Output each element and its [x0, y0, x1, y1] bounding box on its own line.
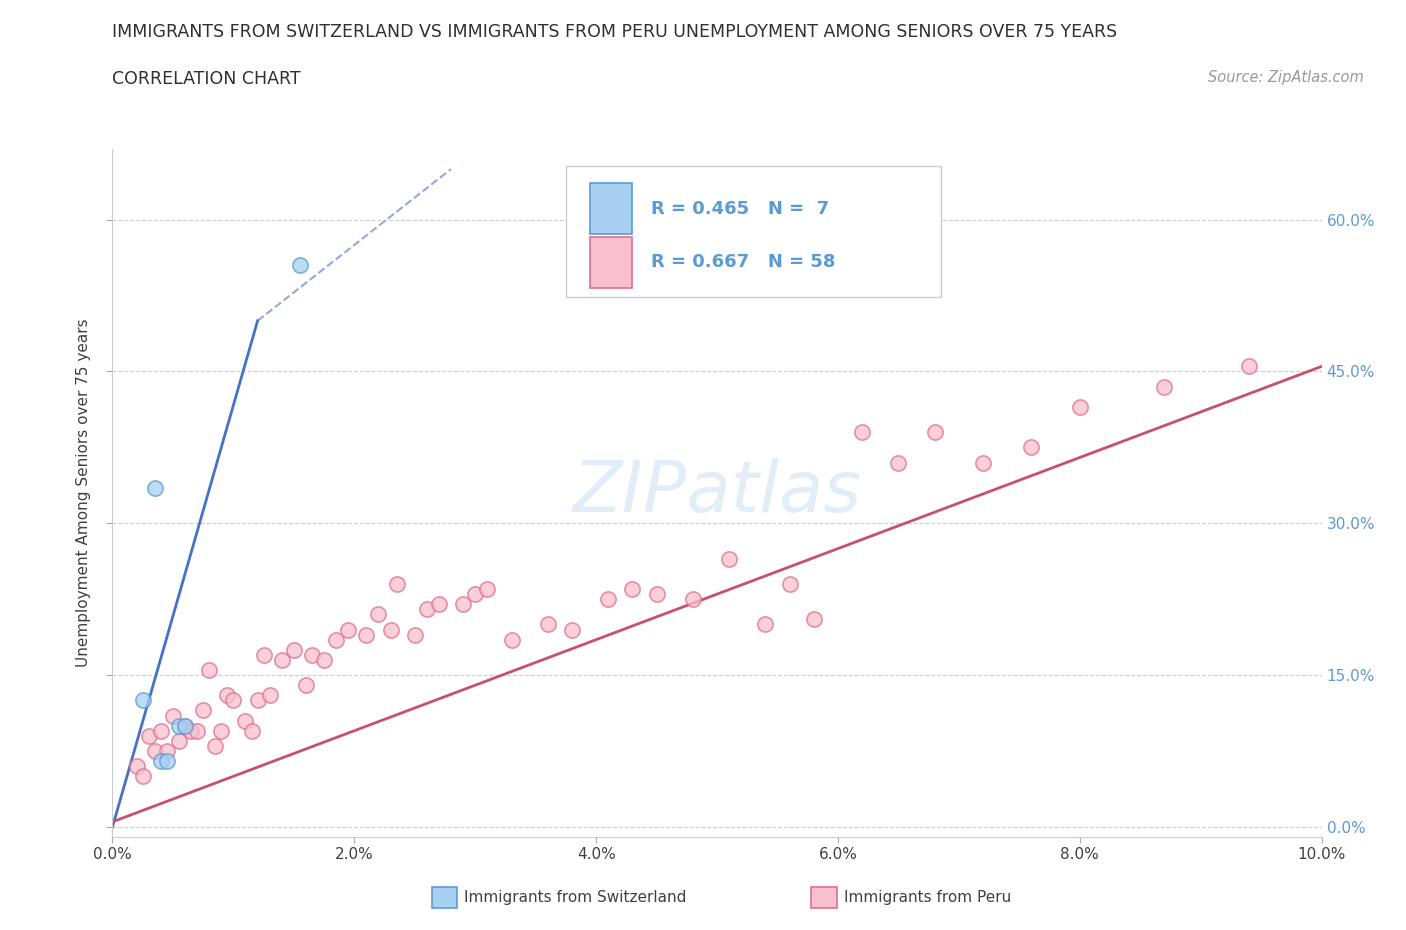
Point	[132, 769, 155, 784]
Point	[367, 607, 389, 622]
Point	[803, 612, 825, 627]
Point	[191, 703, 214, 718]
Point	[240, 724, 263, 738]
Point	[167, 734, 190, 749]
FancyBboxPatch shape	[565, 166, 941, 297]
Point	[385, 577, 408, 591]
Point	[198, 662, 221, 677]
Point	[1021, 440, 1043, 455]
Point	[325, 632, 347, 647]
Point	[174, 718, 197, 733]
Point	[621, 581, 644, 596]
Text: ZIPatlas: ZIPatlas	[572, 458, 862, 527]
Point	[270, 653, 292, 668]
Text: Source: ZipAtlas.com: Source: ZipAtlas.com	[1208, 70, 1364, 85]
Point	[779, 577, 801, 591]
Point	[186, 724, 208, 738]
Point	[645, 587, 668, 602]
Point	[253, 647, 276, 662]
Point	[167, 718, 190, 733]
Point	[1153, 379, 1175, 394]
FancyBboxPatch shape	[591, 183, 633, 234]
Point	[174, 718, 197, 733]
Point	[288, 258, 311, 272]
Point	[851, 425, 873, 440]
Point	[477, 581, 499, 596]
Point	[143, 744, 166, 759]
Point	[156, 753, 179, 768]
Point	[464, 587, 486, 602]
Point	[204, 738, 226, 753]
Point	[143, 481, 166, 496]
Point	[1237, 359, 1260, 374]
Point	[217, 688, 239, 703]
Point	[222, 693, 245, 708]
Point	[314, 653, 336, 668]
Point	[156, 744, 179, 759]
Point	[295, 678, 318, 693]
Point	[451, 597, 474, 612]
Point	[259, 688, 281, 703]
Text: CORRELATION CHART: CORRELATION CHART	[112, 70, 301, 87]
Point	[162, 708, 184, 723]
Point	[682, 591, 704, 606]
Point	[1069, 400, 1091, 415]
Point	[924, 425, 946, 440]
Text: Immigrants from Peru: Immigrants from Peru	[844, 890, 1011, 905]
Point	[149, 724, 172, 738]
Text: R = 0.667   N = 58: R = 0.667 N = 58	[651, 253, 835, 272]
Point	[337, 622, 360, 637]
Point	[598, 591, 620, 606]
Text: R = 0.465   N =  7: R = 0.465 N = 7	[651, 200, 828, 218]
Point	[380, 622, 402, 637]
Point	[416, 602, 439, 617]
Text: IMMIGRANTS FROM SWITZERLAND VS IMMIGRANTS FROM PERU UNEMPLOYMENT AMONG SENIORS O: IMMIGRANTS FROM SWITZERLAND VS IMMIGRANT…	[112, 23, 1118, 41]
Point	[235, 713, 257, 728]
Point	[972, 455, 994, 470]
FancyBboxPatch shape	[591, 236, 633, 288]
Point	[283, 643, 305, 658]
Point	[180, 724, 202, 738]
Point	[301, 647, 323, 662]
Point	[718, 551, 741, 566]
Point	[561, 622, 583, 637]
Point	[149, 753, 172, 768]
Point	[501, 632, 523, 647]
Point	[356, 627, 378, 642]
Point	[246, 693, 269, 708]
Point	[132, 693, 155, 708]
Point	[125, 759, 148, 774]
Y-axis label: Unemployment Among Seniors over 75 years: Unemployment Among Seniors over 75 years	[76, 319, 91, 667]
Point	[209, 724, 232, 738]
Text: Immigrants from Switzerland: Immigrants from Switzerland	[464, 890, 686, 905]
Point	[887, 455, 910, 470]
Point	[754, 617, 776, 631]
Point	[537, 617, 560, 631]
Point	[427, 597, 450, 612]
Point	[138, 728, 160, 743]
Point	[404, 627, 426, 642]
